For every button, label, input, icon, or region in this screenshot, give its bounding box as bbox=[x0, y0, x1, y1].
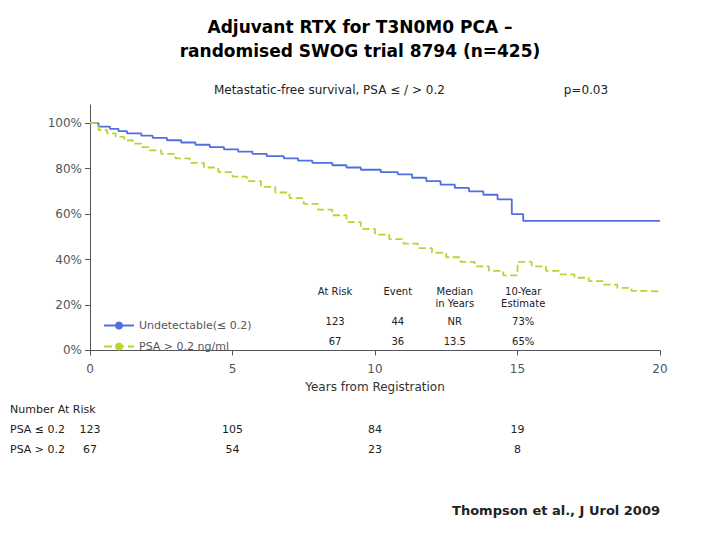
svg-text:Event: Event bbox=[383, 286, 412, 297]
svg-text:Undetectable(≤ 0.2): Undetectable(≤ 0.2) bbox=[139, 319, 252, 332]
svg-text:15: 15 bbox=[510, 362, 525, 376]
svg-text:80%: 80% bbox=[55, 162, 82, 176]
svg-text:PSA > 0.2: PSA > 0.2 bbox=[10, 443, 65, 456]
svg-text:Median: Median bbox=[437, 286, 473, 297]
svg-text:60%: 60% bbox=[55, 207, 82, 221]
svg-text:5: 5 bbox=[229, 362, 237, 376]
svg-text:Metastatic-free survival, PSA: Metastatic-free survival, PSA ≤ / > 0.2 bbox=[214, 83, 445, 97]
svg-text:44: 44 bbox=[391, 316, 404, 327]
svg-text:0: 0 bbox=[86, 362, 94, 376]
svg-text:67: 67 bbox=[329, 336, 342, 347]
svg-text:123: 123 bbox=[80, 423, 101, 436]
svg-text:Years from Registration: Years from Registration bbox=[304, 380, 445, 394]
svg-text:19: 19 bbox=[511, 423, 525, 436]
svg-text:67: 67 bbox=[83, 443, 97, 456]
svg-text:20%: 20% bbox=[55, 298, 82, 312]
svg-text:73%: 73% bbox=[512, 316, 534, 327]
svg-text:40%: 40% bbox=[55, 253, 82, 267]
svg-text:PSA > 0.2 ng/ml: PSA > 0.2 ng/ml bbox=[139, 340, 229, 353]
svg-text:Adjuvant RTX for T3N0M0 PCA –: Adjuvant RTX for T3N0M0 PCA – bbox=[208, 17, 513, 37]
svg-text:in Years: in Years bbox=[435, 298, 474, 309]
svg-text:Thompson et al., J Urol 2009: Thompson et al., J Urol 2009 bbox=[452, 503, 660, 518]
svg-text:100%: 100% bbox=[48, 116, 82, 130]
svg-text:0%: 0% bbox=[63, 343, 82, 357]
svg-text:20: 20 bbox=[652, 362, 667, 376]
svg-text:65%: 65% bbox=[512, 336, 534, 347]
svg-text:randomised SWOG trial 8794 (n=: randomised SWOG trial 8794 (n=425) bbox=[180, 41, 541, 61]
svg-text:NR: NR bbox=[448, 316, 462, 327]
svg-text:13.5: 13.5 bbox=[444, 336, 466, 347]
svg-text:Number At Risk: Number At Risk bbox=[10, 403, 96, 416]
svg-text:PSA ≤ 0.2: PSA ≤ 0.2 bbox=[10, 423, 65, 436]
svg-text:84: 84 bbox=[368, 423, 382, 436]
svg-text:Estimate: Estimate bbox=[501, 298, 545, 309]
svg-text:36: 36 bbox=[391, 336, 404, 347]
svg-text:105: 105 bbox=[222, 423, 243, 436]
svg-text:10-Year: 10-Year bbox=[505, 286, 542, 297]
svg-text:At Risk: At Risk bbox=[318, 286, 353, 297]
svg-text:123: 123 bbox=[326, 316, 345, 327]
svg-text:23: 23 bbox=[368, 443, 382, 456]
svg-text:10: 10 bbox=[367, 362, 382, 376]
svg-text:8: 8 bbox=[514, 443, 521, 456]
svg-text:p=0.03: p=0.03 bbox=[564, 83, 608, 97]
svg-text:54: 54 bbox=[226, 443, 240, 456]
